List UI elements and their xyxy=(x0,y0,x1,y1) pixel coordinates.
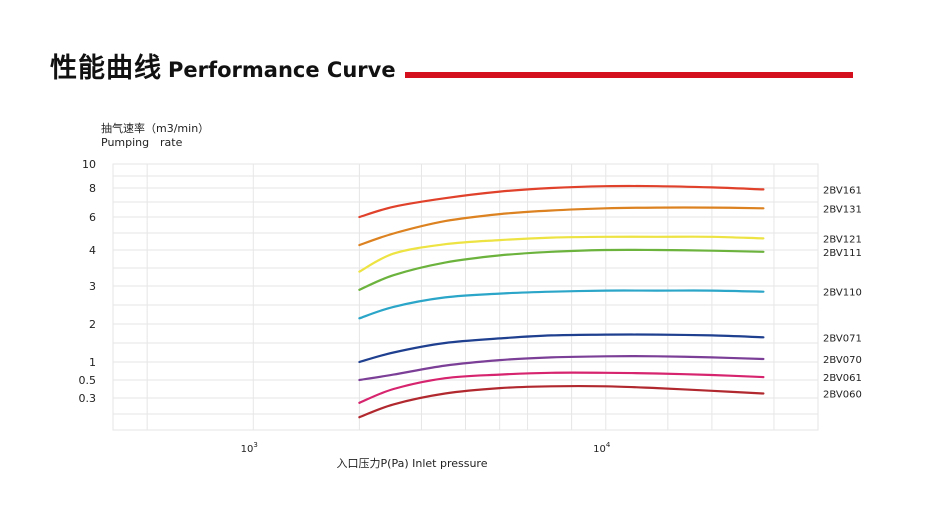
series-line-2bv111 xyxy=(358,248,765,291)
y-tick-label: 0.5 xyxy=(79,374,97,387)
y-tick-label: 0.3 xyxy=(79,392,97,405)
x-tick-label: 104 xyxy=(593,441,611,455)
y-tick-label: 4 xyxy=(89,244,96,257)
title-accent-bar xyxy=(405,72,853,78)
series-label-2bv071: 2BV071 xyxy=(823,333,862,344)
y-tick-label: 1 xyxy=(89,356,96,369)
series-line-2bv121 xyxy=(358,235,765,273)
series-label-2bv060: 2BV060 xyxy=(823,390,862,401)
chart-labels: 2BV161 2BV131 2BV121 2BV111 2BV110 2BV071 2BV0… xyxy=(823,185,862,400)
chart-series xyxy=(358,184,765,419)
series-line-2bv161 xyxy=(358,184,765,219)
x-tick-exponent: 4 xyxy=(606,441,611,449)
series-line-2bv071 xyxy=(358,333,765,364)
series-line-2bv061 xyxy=(358,371,765,404)
x-axis-title: 入口压力P(Pa) Inlet pressure xyxy=(337,457,488,470)
x-tick-base: 10 xyxy=(241,444,254,455)
y-tick-label: 10 xyxy=(82,158,96,171)
series-label-2bv110: 2BV110 xyxy=(823,288,862,299)
title-english: Performance Curve xyxy=(168,58,396,82)
series-label-2bv121: 2BV121 xyxy=(823,234,862,245)
y-axis-title-en2: rate xyxy=(160,136,183,149)
chart-grid xyxy=(112,163,819,431)
page-header: 性能曲线 Performance Curve xyxy=(50,46,396,85)
y-tick-label: 6 xyxy=(89,211,96,224)
series-label-2bv161: 2BV161 xyxy=(823,185,862,196)
series-label-2bv131: 2BV131 xyxy=(823,204,862,215)
series-label-2bv070: 2BV070 xyxy=(823,355,862,366)
y-axis-title-cn: 抽气速率（m3/min） xyxy=(101,121,209,135)
y-tick-label: 3 xyxy=(89,280,96,293)
y-tick-label: 8 xyxy=(89,182,96,195)
y-tick-label: 2 xyxy=(89,318,96,331)
series-line-2bv060 xyxy=(358,384,765,419)
series-line-2bv131 xyxy=(358,206,765,247)
x-tick-label: 103 xyxy=(241,441,258,455)
y-axis-title-en1: Pumping xyxy=(101,136,149,149)
x-tick-base: 10 xyxy=(593,444,606,455)
x-tick-exponent: 3 xyxy=(253,441,257,449)
series-label-2bv061: 2BV061 xyxy=(823,373,862,384)
series-line-2bv110 xyxy=(358,289,765,320)
series-line-2bv070 xyxy=(358,355,765,382)
title-chinese: 性能曲线 xyxy=(50,53,162,84)
series-label-2bv111: 2BV111 xyxy=(823,248,862,259)
